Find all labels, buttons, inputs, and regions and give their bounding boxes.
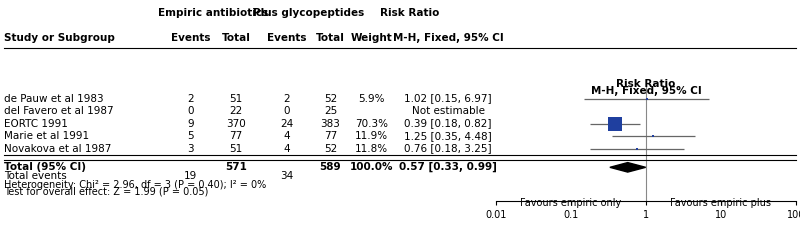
- Text: 3: 3: [187, 144, 194, 154]
- Text: 0.76 [0.18, 3.25]: 0.76 [0.18, 3.25]: [404, 144, 492, 154]
- Text: Novakova et al 1987: Novakova et al 1987: [4, 144, 111, 154]
- Text: 0: 0: [187, 106, 194, 116]
- Text: Not estimable: Not estimable: [411, 106, 485, 116]
- Text: 571: 571: [225, 162, 247, 172]
- Text: Favours empiric only: Favours empiric only: [520, 198, 622, 208]
- Text: Favours empiric plus: Favours empiric plus: [670, 198, 771, 208]
- Text: Weight: Weight: [350, 33, 392, 43]
- Text: de Pauw et al 1983: de Pauw et al 1983: [4, 94, 104, 104]
- Text: Total: Total: [316, 33, 345, 43]
- Text: 2: 2: [283, 94, 290, 104]
- Text: 19: 19: [184, 171, 197, 181]
- Text: 2: 2: [187, 94, 194, 104]
- Text: Heterogeneity: Chi² = 2.96, df = 3 (P = 0.40); I² = 0%: Heterogeneity: Chi² = 2.96, df = 3 (P = …: [4, 180, 266, 190]
- Text: 22: 22: [230, 106, 242, 116]
- Text: 5: 5: [187, 131, 194, 141]
- Text: Events: Events: [170, 33, 210, 43]
- Text: 1.02 [0.15, 6.97]: 1.02 [0.15, 6.97]: [404, 94, 492, 104]
- Text: 51: 51: [230, 94, 242, 104]
- Text: 5.9%: 5.9%: [358, 94, 385, 104]
- Text: Plus glycopeptides: Plus glycopeptides: [253, 8, 364, 18]
- Text: 11.9%: 11.9%: [354, 131, 388, 141]
- Text: Events: Events: [266, 33, 306, 43]
- Text: 9: 9: [187, 119, 194, 129]
- Text: 11.8%: 11.8%: [354, 144, 388, 154]
- Text: Marie et al 1991: Marie et al 1991: [4, 131, 89, 141]
- Text: 4: 4: [283, 131, 290, 141]
- Text: M-H, Fixed, 95% CI: M-H, Fixed, 95% CI: [590, 86, 702, 96]
- Text: 52: 52: [324, 94, 337, 104]
- Text: M-H, Fixed, 95% CI: M-H, Fixed, 95% CI: [393, 33, 503, 43]
- Text: Test for overall effect: Z = 1.99 (P = 0.05): Test for overall effect: Z = 1.99 (P = 0…: [4, 187, 208, 197]
- Text: 34: 34: [280, 171, 293, 181]
- Text: Risk Ratio: Risk Ratio: [616, 79, 676, 89]
- Text: Study or Subgroup: Study or Subgroup: [4, 33, 115, 43]
- Text: Total (95% CI): Total (95% CI): [4, 162, 86, 172]
- Text: Empiric antibiotics: Empiric antibiotics: [158, 8, 268, 18]
- Polygon shape: [610, 163, 646, 172]
- Text: del Favero et al 1987: del Favero et al 1987: [4, 106, 114, 116]
- Text: Risk Ratio: Risk Ratio: [380, 8, 439, 18]
- Text: 0: 0: [283, 106, 290, 116]
- Text: 589: 589: [319, 162, 342, 172]
- Text: Total events: Total events: [4, 171, 66, 181]
- Text: 0.39 [0.18, 0.82]: 0.39 [0.18, 0.82]: [404, 119, 492, 129]
- Text: 4: 4: [283, 144, 290, 154]
- Text: 100.0%: 100.0%: [350, 162, 393, 172]
- Text: 70.3%: 70.3%: [354, 119, 388, 129]
- Text: 25: 25: [324, 106, 337, 116]
- Text: 24: 24: [280, 119, 293, 129]
- Text: Total: Total: [222, 33, 250, 43]
- Text: 52: 52: [324, 144, 337, 154]
- Text: 1.25 [0.35, 4.48]: 1.25 [0.35, 4.48]: [404, 131, 492, 141]
- Text: 383: 383: [321, 119, 340, 129]
- Text: 370: 370: [226, 119, 246, 129]
- Text: 51: 51: [230, 144, 242, 154]
- Text: EORTC 1991: EORTC 1991: [4, 119, 68, 129]
- Text: 0.57 [0.33, 0.99]: 0.57 [0.33, 0.99]: [399, 162, 497, 173]
- Text: 77: 77: [230, 131, 242, 141]
- Text: 77: 77: [324, 131, 337, 141]
